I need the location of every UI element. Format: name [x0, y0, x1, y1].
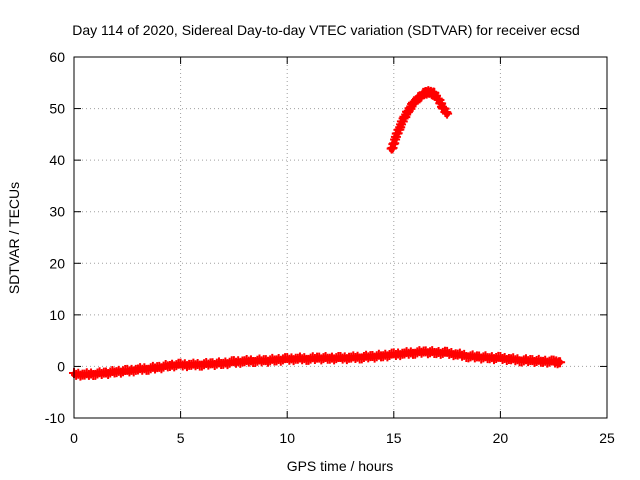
y-tick-label: 40	[49, 152, 65, 168]
series-0	[69, 346, 566, 381]
chart-title: Day 114 of 2020, Sidereal Day-to-day VTE…	[72, 22, 580, 38]
data-point	[555, 357, 566, 368]
x-tick-label: 10	[279, 430, 295, 446]
x-tick-label: 25	[599, 430, 615, 446]
plot-area-frame	[73, 56, 608, 419]
series-1	[386, 86, 453, 154]
x-axis-label: GPS time / hours	[287, 458, 394, 474]
y-axis-label: SDTVAR / TECUs	[6, 182, 22, 294]
x-tick-label: 0	[70, 430, 78, 446]
y-tick-label: 50	[49, 101, 65, 117]
data-point	[442, 108, 453, 119]
y-tick-label: 10	[49, 307, 65, 323]
y-tick-label: 0	[57, 358, 65, 374]
y-tick-label: -10	[45, 410, 65, 426]
y-tick-label: 20	[49, 255, 65, 271]
y-tick-label: 60	[49, 49, 65, 65]
x-tick-label: 15	[386, 430, 402, 446]
y-tick-label: 30	[49, 204, 65, 220]
x-tick-label: 20	[493, 430, 509, 446]
axis-ticks: 0 5 10 15 20 25 -10 0 10 20 30 40 50 60	[45, 49, 615, 446]
data-series	[69, 86, 566, 381]
x-tick-label: 5	[177, 430, 185, 446]
